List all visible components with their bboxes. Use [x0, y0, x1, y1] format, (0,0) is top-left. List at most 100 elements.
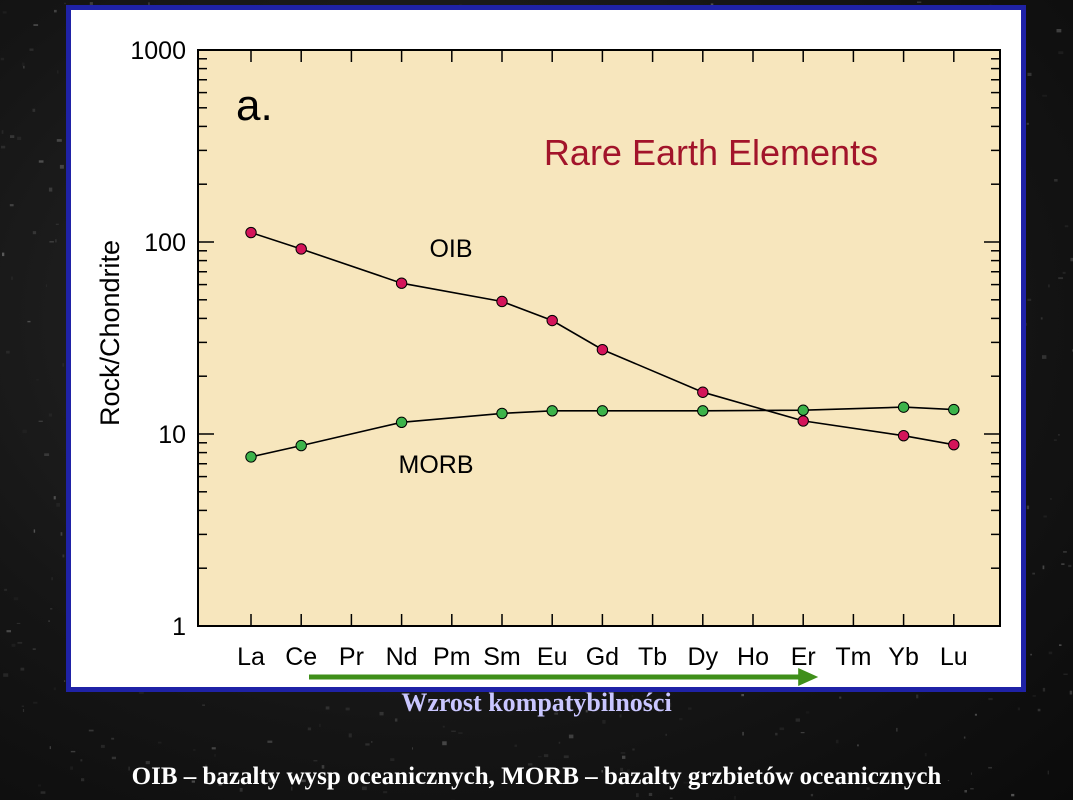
background-speckle	[775, 732, 778, 736]
background-speckle	[21, 62, 25, 67]
background-speckle	[62, 363, 65, 367]
background-speckle	[128, 766, 130, 771]
background-speckle	[1053, 439, 1057, 441]
panel-label: a.	[236, 81, 273, 130]
background-speckle	[988, 698, 993, 701]
background-speckle	[1062, 271, 1066, 274]
background-speckle	[29, 48, 34, 51]
background-speckle	[64, 680, 66, 682]
x-tick-label: Er	[791, 643, 816, 671]
background-speckle	[622, 755, 626, 759]
data-point-morb	[897, 401, 910, 413]
background-speckle	[835, 739, 839, 744]
background-speckle	[49, 746, 51, 750]
background-speckle	[1027, 72, 1032, 76]
background-speckle	[321, 765, 325, 769]
background-speckle	[601, 770, 603, 773]
data-point-oib	[596, 343, 609, 356]
background-speckle	[193, 749, 196, 751]
background-speckle	[365, 743, 370, 746]
y-tick-label: 100	[144, 229, 186, 257]
background-speckle	[1064, 225, 1069, 228]
background-speckle	[619, 714, 622, 718]
chart-frame: 1 10 100 1000 La Ce Pr Nd Pm Sm Eu Gd Tb Dy Ho Er Tm Yb Lu…	[66, 5, 1026, 692]
background-speckle	[563, 755, 569, 759]
background-speckle	[88, 729, 94, 732]
background-speckle	[947, 780, 950, 782]
background-speckle	[916, 694, 919, 699]
background-speckle	[27, 320, 31, 323]
background-speckle	[371, 741, 373, 743]
background-speckle	[1058, 51, 1064, 55]
background-speckle	[610, 690, 613, 694]
x-tick-label: Dy	[688, 643, 719, 671]
background-speckle	[218, 783, 223, 786]
background-speckle	[1032, 695, 1036, 697]
background-speckle	[326, 778, 329, 781]
background-speckle	[57, 70, 59, 74]
x-tick-label: Ce	[285, 643, 317, 671]
background-speckle	[1043, 515, 1047, 518]
background-speckle	[301, 779, 306, 783]
background-speckle	[627, 769, 630, 774]
background-speckle	[16, 622, 21, 624]
background-speckle	[17, 136, 22, 140]
plot-border	[197, 49, 1001, 627]
background-speckle	[1049, 498, 1052, 500]
background-speckle	[669, 797, 673, 799]
background-speckle	[379, 711, 384, 716]
series-line-oib	[250, 231, 954, 446]
background-speckle	[556, 700, 561, 703]
background-speckle	[54, 9, 57, 13]
x-tick-label: Lu	[940, 643, 968, 671]
background-speckle	[1063, 673, 1068, 675]
background-speckle	[32, 108, 36, 112]
arrow-caption: Wzrost kompatybilności	[401, 688, 672, 717]
x-axis-ticks	[250, 50, 955, 626]
background-speckle	[574, 698, 577, 701]
background-speckle	[6, 630, 11, 633]
background-speckle	[10, 135, 15, 138]
background-speckle	[1030, 653, 1032, 656]
background-speckle	[805, 711, 810, 714]
background-speckle	[50, 608, 53, 610]
background-speckle	[1054, 179, 1058, 182]
background-speckle	[55, 223, 59, 225]
x-tick-label: Yb	[888, 643, 919, 671]
background-speckle	[0, 57, 5, 61]
background-speckle	[964, 790, 967, 793]
background-speckle	[1048, 284, 1050, 288]
x-tick-label: Tm	[835, 643, 871, 671]
background-speckle	[906, 774, 909, 778]
background-speckle	[70, 766, 73, 770]
background-speckle	[22, 709, 25, 712]
background-speckle	[442, 725, 445, 728]
background-speckle	[239, 787, 243, 792]
background-speckle	[632, 748, 635, 751]
background-speckle	[22, 429, 27, 434]
background-speckle	[1048, 651, 1053, 655]
background-speckle	[362, 786, 367, 791]
background-speckle	[1042, 94, 1047, 97]
background-speckle	[970, 788, 974, 790]
background-speckle	[55, 239, 57, 243]
background-speckle	[631, 695, 634, 697]
background-speckle	[48, 620, 50, 622]
background-speckle	[17, 641, 23, 644]
background-speckle	[523, 699, 527, 703]
data-point-oib	[395, 277, 408, 289]
background-speckle	[458, 732, 463, 734]
background-speckle	[451, 730, 456, 732]
x-tick-label: Pm	[433, 643, 471, 671]
background-speckle	[307, 727, 312, 731]
data-point-morb	[546, 405, 558, 417]
bottom-note: OIB – bazalty wysp oceanicznych, MORB – …	[131, 763, 942, 790]
x-tick-label: Sm	[483, 643, 521, 671]
background-speckle	[620, 767, 624, 772]
background-speckle	[80, 759, 83, 762]
background-speckle	[38, 784, 42, 787]
background-speckle	[211, 747, 216, 750]
background-speckle	[49, 241, 54, 243]
background-speckle	[390, 758, 395, 761]
background-speckle	[1069, 690, 1073, 695]
